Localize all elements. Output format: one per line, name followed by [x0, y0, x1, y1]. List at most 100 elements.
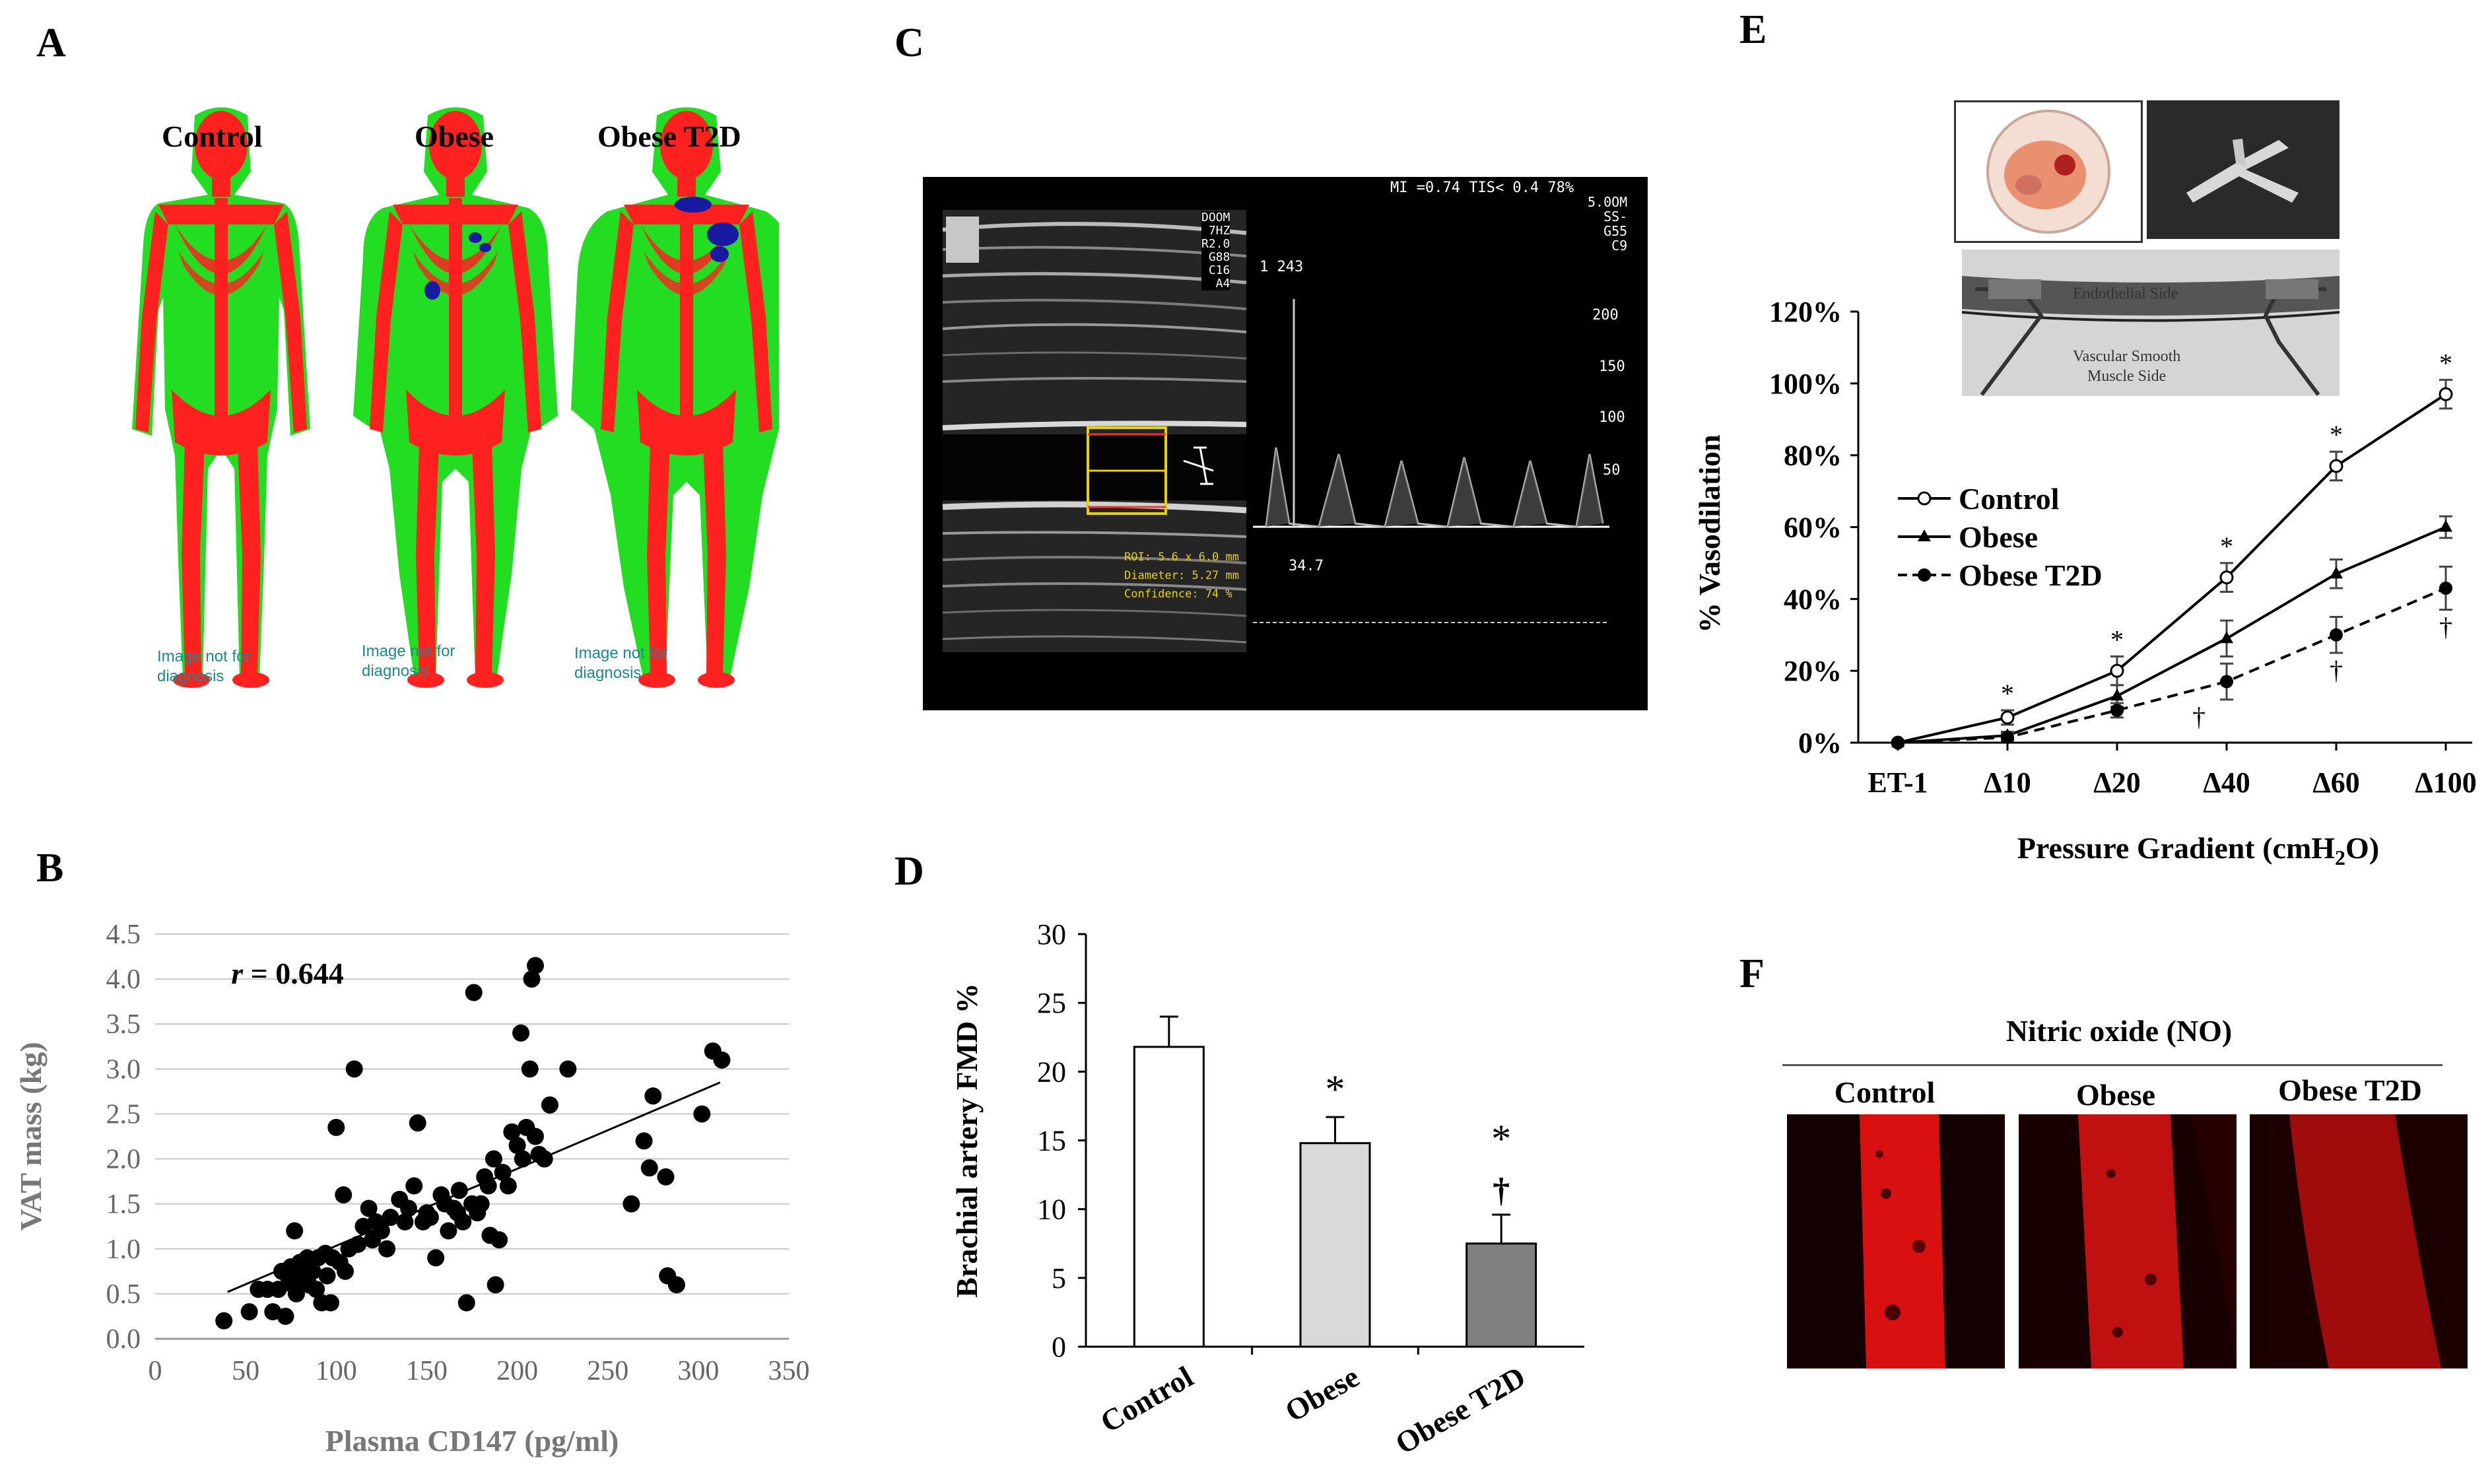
- scatter-point: [372, 1222, 390, 1240]
- us-scale-200: 200: [1592, 307, 1619, 323]
- x-tick-label: 200: [496, 1356, 538, 1386]
- scatter-point: [286, 1222, 304, 1240]
- point-marker: [2110, 689, 2124, 701]
- y-tick-label: 40%: [1784, 583, 1842, 615]
- watermark-control: Image not for diagnosis: [157, 648, 251, 685]
- x-tick-label: Obese T2D: [1390, 1359, 1531, 1460]
- scatter-point: [472, 1195, 490, 1213]
- scatter-point: [345, 1060, 363, 1078]
- scatter-point: [657, 1168, 675, 1186]
- point-marker: [2000, 710, 2015, 725]
- y-tick-label: 20%: [1784, 655, 1842, 687]
- scatter-point: [499, 1177, 517, 1195]
- scatter-point: [523, 970, 541, 988]
- no-label-control: Control: [1834, 1075, 1936, 1109]
- bar: [1133, 1046, 1205, 1348]
- photo-vessel-microscope: [1961, 250, 2340, 396]
- no-label-obese: Obese: [2075, 1078, 2156, 1112]
- scatter-point: [512, 1024, 530, 1042]
- label-obese: Obese: [415, 119, 494, 153]
- scatter-point: [487, 1276, 504, 1294]
- x-tick-label: 300: [677, 1356, 719, 1386]
- r-symbol: r: [231, 957, 244, 990]
- bar: [1465, 1242, 1537, 1348]
- chart-d-bar: 0 5 10 15 20 25 30 Control Obese * Obese T2D * † Brac…: [950, 918, 1584, 1460]
- y-axis-title: % Vasodilation: [1693, 434, 1726, 632]
- scatter-point: [427, 1249, 445, 1267]
- point-marker: [2219, 570, 2234, 585]
- series-line-2: [1897, 587, 2446, 744]
- scatter-point: [378, 1240, 396, 1258]
- no-control-graphic: [1860, 1114, 1945, 1368]
- scatter-point: [318, 1267, 336, 1285]
- y-tick-label: 0.0: [106, 1324, 141, 1355]
- ultrasound-image: [923, 177, 1648, 710]
- legend-marker: [1918, 568, 1931, 582]
- label-obese-t2d: Obese T2D: [597, 119, 741, 153]
- x-title-subscript: 2: [2335, 846, 2345, 869]
- dish-graphic: [1986, 110, 2110, 234]
- x-tick-label: Δ60: [2312, 766, 2360, 799]
- significance-dagger: †: [2192, 702, 2206, 732]
- doppler-gate: [1183, 446, 1214, 485]
- y-tick-label: 10: [1037, 1194, 1066, 1226]
- watermark-obese: Image not for diagnosis: [362, 642, 455, 680]
- significance-star: *: [2220, 531, 2233, 561]
- y-tick-label: 3.0: [106, 1054, 141, 1085]
- scatter-point: [623, 1195, 640, 1213]
- scatter-point: [527, 1128, 544, 1145]
- no-label-obese-t2d: Obese T2D: [2278, 1073, 2422, 1107]
- legend-label: Obese: [1959, 520, 2038, 554]
- roi-box: [1087, 426, 1167, 515]
- significance-dagger: †: [2439, 613, 2452, 642]
- x-axis-title: Pressure Gradient (cmH2O): [2017, 831, 2379, 869]
- y-tick-label: 5: [1052, 1262, 1066, 1295]
- photo-vessel-dish: [1954, 100, 2143, 243]
- no-title: Nitric oxide (NO): [2005, 1014, 2233, 1048]
- series-line-1: [1897, 525, 2446, 744]
- scatter-point: [635, 1132, 653, 1150]
- x-tick-label: Obese: [1279, 1359, 1365, 1428]
- point-marker: [2439, 387, 2453, 401]
- watermark-obese-t2d: Image not for diagnosis: [574, 644, 668, 682]
- x-tick-label: 100: [316, 1356, 357, 1386]
- bar: [1299, 1142, 1371, 1348]
- point-marker: [2220, 631, 2233, 644]
- scatter-point: [667, 1276, 685, 1294]
- chart-e-line: 0% 20% 40% 60% 80% 100% 120% ET-1 Δ10 Δ20 Δ40 Δ60 Δ1…: [1693, 296, 2477, 869]
- x-tick-label: Δ40: [2203, 766, 2250, 799]
- point-marker: [2439, 520, 2452, 532]
- point-marker: [2110, 663, 2124, 678]
- us-scale-100: 100: [1599, 409, 1625, 426]
- scatter-point: [335, 1186, 353, 1204]
- us-roi-readout: ROI: 5.6 x 6.0 mm Diameter: 5.27 mm Confid…: [1124, 551, 1239, 601]
- panel-letter-b: B: [36, 846, 64, 891]
- scatter-point: [240, 1303, 258, 1321]
- scatter-point: [421, 1209, 439, 1227]
- significance-star: *: [2110, 624, 2124, 654]
- y-tick-label: 4.5: [106, 920, 141, 950]
- us-left-settings: DOOM 7HZ R2.0 G88 C16 A4: [1201, 211, 1230, 290]
- doppler-fill: [1266, 448, 1603, 527]
- y-tick-label: 2.0: [106, 1145, 141, 1175]
- r-annotation: r = 0.644: [231, 957, 344, 990]
- panel-letter-a: A: [36, 20, 66, 65]
- significance-star: *: [1491, 1117, 1511, 1161]
- x-tick-label: 250: [587, 1356, 628, 1386]
- x-tick-label: Δ20: [2093, 766, 2141, 799]
- point-marker: [2330, 628, 2343, 642]
- scatter-point: [327, 1118, 345, 1136]
- point-marker: [2110, 704, 2124, 718]
- ultrasound-graphic: [942, 210, 1609, 652]
- scatter-point: [521, 1060, 539, 1078]
- y-axis-title: VAT mass (kg): [14, 1042, 48, 1231]
- point-marker: [1891, 736, 1904, 749]
- y-tick-label: 1.5: [106, 1190, 141, 1220]
- significance-dagger: †: [1493, 1172, 1510, 1209]
- scatter-point: [485, 1150, 502, 1168]
- scatter-point: [308, 1281, 325, 1298]
- photo-vessel-cannulated: [2147, 100, 2340, 239]
- y-tick-label: 0%: [1798, 727, 1842, 759]
- y-tick-label: 15: [1037, 1125, 1066, 1157]
- cannulated-vessel-graphic: [2186, 139, 2299, 203]
